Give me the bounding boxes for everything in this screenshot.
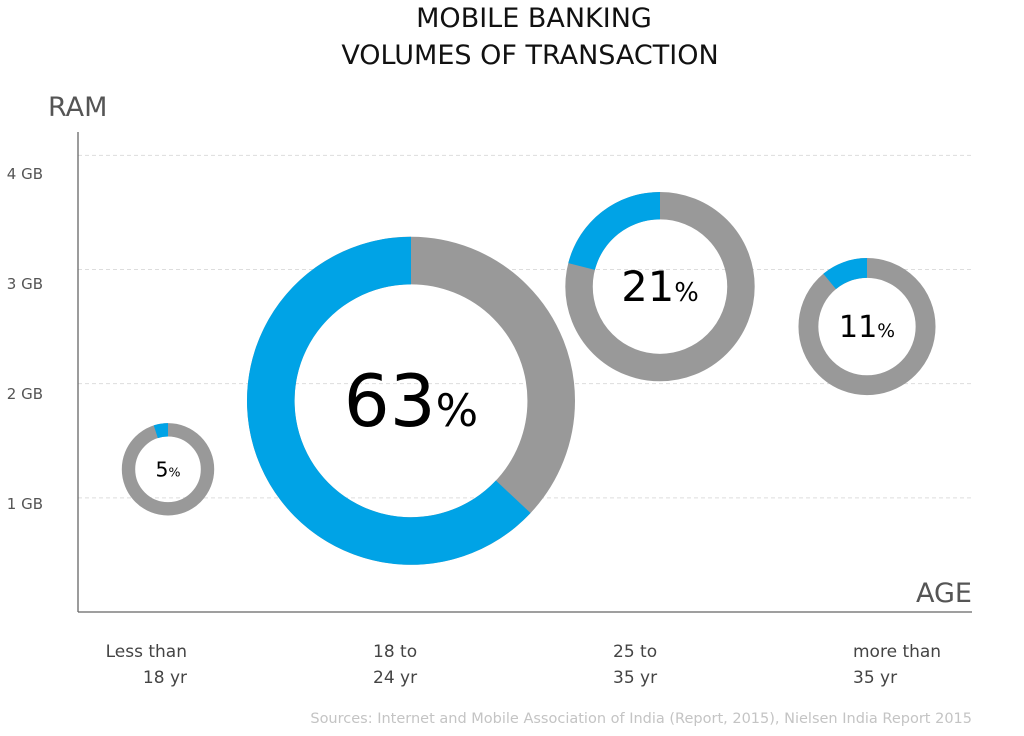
- donut-ring-4: [798, 258, 936, 396]
- donut-label-1: 5%: [156, 457, 181, 481]
- chart-title-line-1: MOBILE BANKING: [416, 3, 652, 34]
- y-tick-label-4gb: 4 GB: [7, 165, 43, 183]
- x-tick-label-cat2-line1: 18 to: [373, 642, 417, 662]
- donut-segment-4: [823, 258, 867, 290]
- x-tick-label-cat1-line1: Less than: [106, 642, 187, 662]
- donut-segment-3: [568, 191, 660, 270]
- x-tick-label-cat1-line2: 18 yr: [143, 668, 187, 688]
- y-tick-label-3gb: 3 GB: [7, 275, 43, 293]
- donut-3: 21%: [565, 191, 755, 382]
- x-tick-label-cat3-line2: 35 yr: [613, 668, 657, 688]
- x-tick-label-cat4-line1: more than: [853, 642, 941, 662]
- donut-segment-2: [246, 236, 531, 565]
- x-tick-label-cat3-line1: 25 to: [613, 642, 657, 662]
- donut-2: 63%: [246, 236, 576, 565]
- donut-ring-3: [565, 191, 755, 382]
- x-axis-title: AGE: [916, 578, 972, 609]
- x-tick-label-cat4-line2: 35 yr: [853, 668, 897, 688]
- donut-4: 11%: [798, 258, 936, 396]
- x-tick-label-cat2-line2: 24 yr: [373, 668, 417, 688]
- y-axis-title: RAM: [48, 92, 107, 123]
- donut-ring-1: [121, 423, 215, 516]
- y-tick-label-1gb: 1 GB: [7, 495, 43, 513]
- donut-label-2: 63%: [344, 360, 478, 444]
- donuts: 5% 63% 21% 11%: [121, 191, 936, 565]
- grid: [78, 154, 972, 499]
- donut-segment-1: [153, 423, 168, 439]
- donut-label-4: 11%: [839, 310, 895, 345]
- chart-title-line-2: VOLUMES OF TRANSACTION: [341, 40, 718, 71]
- source-note: Sources: Internet and Mobile Association…: [310, 711, 972, 727]
- y-tick-label-2gb: 2 GB: [7, 385, 43, 403]
- donut-1: 5%: [121, 423, 215, 516]
